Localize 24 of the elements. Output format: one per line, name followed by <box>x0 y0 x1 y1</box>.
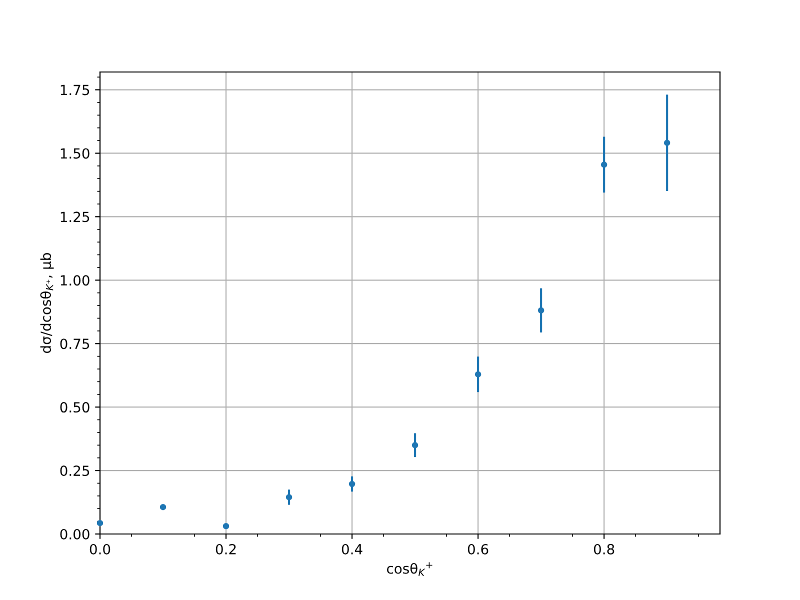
x-tick-label: 0.2 <box>216 544 236 554</box>
point <box>412 442 418 448</box>
y-tick-label: 0.00 <box>60 528 90 540</box>
point <box>96 520 104 526</box>
y-tick-label: 0.50 <box>60 402 90 413</box>
point <box>474 371 482 378</box>
point <box>348 480 356 488</box>
point <box>286 494 292 500</box>
y-axis-title: dσ/dcosθ$_{K⁺}$, μb <box>40 253 54 353</box>
y-tick-label: 0.75 <box>60 338 90 350</box>
y-tick-label: 1.00 <box>60 275 90 286</box>
y-tick-label: 1.25 <box>60 212 90 222</box>
y-tick-label: 0.25 <box>60 466 90 476</box>
x-tick-label: 0.4 <box>342 544 362 554</box>
x-axis-title: cosθ$_{K}$$^{+}$ <box>387 562 432 576</box>
point <box>160 504 166 510</box>
y-tick-label: 1.75 <box>60 84 90 96</box>
x-tick-label: 0.6 <box>468 544 488 554</box>
y-tick-label: 1.50 <box>60 148 90 159</box>
x-tick-label: 0.8 <box>594 544 614 554</box>
point <box>664 140 670 146</box>
point <box>600 162 608 168</box>
x-tick-label: 0.0 <box>90 544 110 554</box>
point <box>538 307 544 314</box>
